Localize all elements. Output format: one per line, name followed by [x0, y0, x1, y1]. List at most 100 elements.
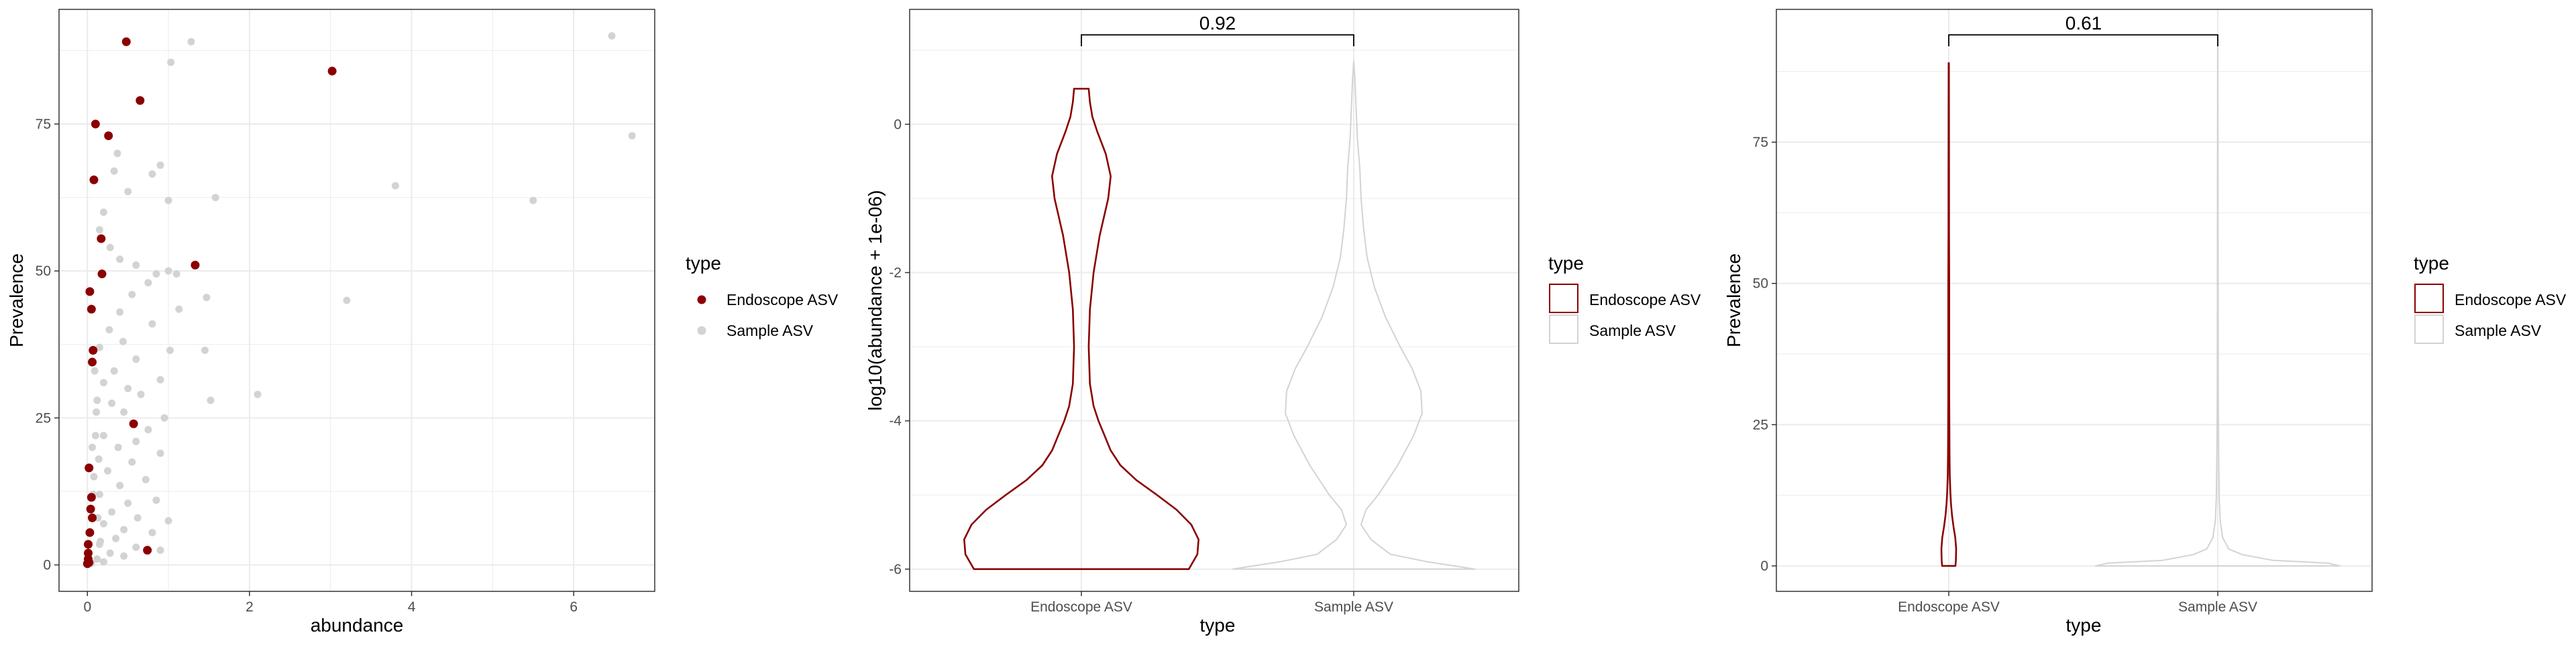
point-sample-asv: [89, 443, 97, 451]
y-ticks: 0 -2 -4 -6: [889, 117, 910, 577]
point-sample-asv: [144, 279, 152, 287]
point-sample-asv: [187, 38, 195, 46]
legend: type Endoscope ASV Sample ASV: [2414, 253, 2567, 344]
point-sample-asv: [97, 537, 105, 545]
point-endoscope-asv: [87, 304, 96, 314]
abundance-violin-panel: 0.92 Endoscope ASV Sample ASV 0 -2 -4 -6 typ…: [859, 0, 1717, 644]
point-sample-asv: [120, 526, 128, 534]
point-endoscope-asv: [85, 463, 94, 473]
point-sample-asv: [124, 188, 132, 196]
y-tick-label: -2: [889, 266, 902, 281]
point-sample-asv: [628, 132, 636, 140]
point-sample-asv: [137, 390, 145, 398]
point-sample-asv: [119, 337, 127, 345]
point-endoscope-asv: [136, 96, 145, 105]
point-sample-asv: [91, 432, 99, 440]
legend-key-sample: [697, 326, 706, 335]
plot-frame: [58, 9, 655, 592]
point-sample-asv: [95, 343, 103, 351]
point-sample-asv: [116, 255, 124, 263]
point-sample-asv: [132, 437, 140, 445]
point-sample-asv: [116, 308, 124, 316]
point-sample-asv: [529, 196, 537, 204]
point-endoscope-asv: [327, 66, 337, 76]
y-tick-label: 75: [1753, 135, 1768, 150]
point-sample-asv: [99, 432, 107, 440]
abundance-violin-chart: 0.92 Endoscope ASV Sample ASV 0 -2 -4 -6 typ…: [865, 9, 1701, 636]
legend-key-sample: [2414, 314, 2444, 344]
legend-label-sample: Sample ASV: [2455, 322, 2542, 339]
legend-label-sample: Sample ASV: [1589, 322, 1676, 339]
point-sample-asv: [201, 347, 209, 355]
point-sample-asv: [164, 196, 172, 204]
point-sample-asv: [156, 449, 164, 457]
point-sample-asv: [99, 558, 107, 566]
point-endoscope-asv: [87, 493, 96, 502]
point-sample-asv: [108, 399, 116, 407]
legend: type Endoscope ASV Sample ASV: [686, 253, 839, 339]
legend-key-endoscope: [697, 295, 706, 304]
point-sample-asv: [207, 396, 215, 404]
y-tick-label: 75: [36, 117, 51, 132]
y-axis-label: Prevalence: [6, 253, 27, 347]
legend-key-endoscope: [2414, 284, 2444, 313]
x-tick-label: 0: [83, 599, 91, 615]
point-sample-asv: [95, 226, 103, 234]
point-sample-asv: [124, 499, 132, 507]
point-endoscope-asv: [129, 419, 138, 428]
x-ticks: Endoscope ASV Sample ASV: [1030, 591, 1393, 615]
point-sample-asv: [144, 426, 152, 434]
x-axis-label: type: [2066, 615, 2102, 636]
y-ticks: 0 25 50 75: [36, 117, 59, 573]
point-endoscope-asv: [83, 559, 92, 569]
plot-background: [59, 9, 655, 591]
y-ticks: 0 25 50 75: [1753, 135, 1776, 574]
x-axis-label: type: [1200, 615, 1236, 636]
point-sample-asv: [113, 150, 121, 158]
point-endoscope-asv: [143, 546, 152, 555]
point-endoscope-asv: [83, 540, 93, 549]
point-sample-asv: [132, 543, 140, 551]
point-sample-asv: [120, 408, 128, 416]
point-sample-asv: [167, 58, 175, 66]
y-tick-label: 0: [1760, 558, 1768, 574]
x-tick-label: 2: [246, 599, 254, 615]
y-tick-label: -4: [889, 414, 902, 429]
y-tick-label: 25: [36, 410, 51, 426]
point-sample-asv: [148, 528, 156, 536]
point-sample-asv: [93, 408, 101, 416]
point-endoscope-asv: [97, 270, 107, 279]
point-sample-asv: [148, 170, 156, 178]
legend-key-endoscope: [1549, 284, 1578, 313]
point-sample-asv: [172, 270, 180, 278]
point-sample-asv: [95, 490, 103, 498]
legend-label-sample: Sample ASV: [727, 322, 814, 339]
plot-background: [910, 9, 1519, 591]
y-axis-label: Prevalence: [1723, 253, 1744, 347]
bracket-label: 0.61: [2065, 13, 2102, 34]
plot-background: [1776, 9, 2372, 591]
point-sample-asv: [90, 473, 98, 481]
point-sample-asv: [112, 534, 120, 542]
y-tick-label: -6: [889, 562, 902, 577]
point-endoscope-asv: [88, 513, 97, 522]
point-endoscope-asv: [97, 234, 106, 243]
point-sample-asv: [152, 270, 160, 278]
point-sample-asv: [124, 385, 132, 393]
bracket-label: 0.92: [1199, 13, 1236, 34]
legend-label-endoscope: Endoscope ASV: [727, 291, 839, 308]
point-sample-asv: [99, 520, 107, 528]
point-sample-asv: [608, 32, 616, 40]
point-sample-asv: [110, 167, 118, 175]
point-endoscope-asv: [88, 357, 97, 367]
x-tick-label: 6: [570, 599, 578, 615]
plot-frame: [909, 9, 1519, 592]
comparison-bracket: 0.61: [1948, 13, 2218, 46]
x-tick-label: Sample ASV: [2178, 599, 2257, 615]
scatter-chart: 0 2 4 6 0 25 50 75 abundance Prevalence type E…: [6, 9, 839, 636]
point-sample-asv: [132, 355, 140, 363]
point-sample-asv: [128, 290, 136, 298]
point-sample-asv: [99, 379, 107, 387]
bracket-line: [1948, 34, 2218, 46]
x-axis-label: abundance: [311, 615, 404, 636]
